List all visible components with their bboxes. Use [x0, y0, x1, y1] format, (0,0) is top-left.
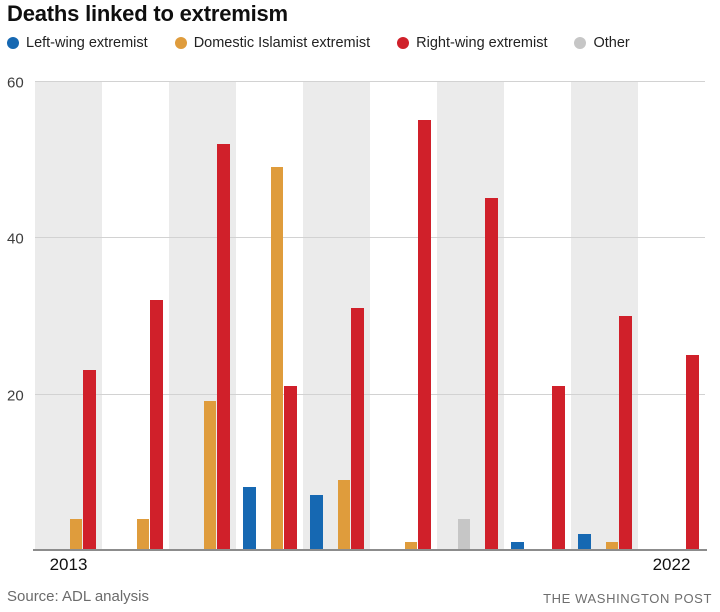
bar-2020-left-wing-extremist: [511, 542, 524, 550]
bar-2014-domestic-islamist-extremist: [136, 518, 149, 550]
gridline-40: [35, 237, 705, 239]
bar-2016-domestic-islamist-extremist: [270, 166, 283, 550]
y-tick-label-60: 60: [7, 74, 24, 92]
legend-label: Right-wing extremist: [416, 35, 548, 51]
bar-2021-left-wing-extremist: [578, 534, 591, 550]
legend-swatch-icon: [174, 37, 187, 49]
legend: Left-wing extremist Domestic Islamist ext…: [7, 34, 630, 52]
gridline-20: [35, 393, 705, 395]
bar-2017-right-wing-extremist: [351, 307, 364, 550]
legend-item-domestic-islamist-extremist: Domestic Islamist extremist: [174, 35, 371, 51]
plot-area: [35, 81, 705, 550]
bar-2015-domestic-islamist-extremist: [203, 401, 216, 550]
y-tick-label-20: 20: [7, 387, 24, 405]
bar-2015-right-wing-extremist: [217, 143, 230, 550]
bar-2018-domestic-islamist-extremist: [404, 542, 417, 550]
source-note: Source: ADL analysis: [7, 588, 150, 605]
bar-2020-right-wing-extremist: [552, 385, 565, 550]
legend-item-left-wing-extremist: Left-wing extremist: [7, 35, 148, 51]
legend-label: Left-wing extremist: [26, 35, 148, 51]
legend-label: Domestic Islamist extremist: [193, 35, 371, 51]
y-tick-label-40: 40: [7, 230, 24, 248]
bar-2021-domestic-islamist-extremist: [605, 542, 618, 550]
bar-2013-domestic-islamist-extremist: [69, 518, 82, 550]
bar-2019-right-wing-extremist: [485, 198, 498, 550]
legend-swatch-icon: [397, 37, 410, 49]
legend-item-right-wing-extremist: Right-wing extremist: [397, 35, 547, 51]
x-axis-label-first: 2013: [49, 555, 88, 574]
bar-2016-left-wing-extremist: [243, 487, 256, 550]
bar-2022-right-wing-extremist: [686, 354, 699, 550]
legend-swatch-icon: [7, 37, 19, 49]
chart-title: Deaths linked to extremism: [7, 1, 288, 26]
bar-2017-left-wing-extremist: [310, 495, 323, 550]
legend-label: Other: [593, 35, 630, 51]
publisher-credit: THE WASHINGTON POST: [543, 591, 712, 606]
legend-item-other: Other: [574, 35, 630, 51]
x-axis-label-last: 2022: [652, 555, 691, 574]
x-axis-line: [33, 549, 707, 551]
bar-2018-right-wing-extremist: [418, 120, 431, 550]
gridline-60: [35, 81, 705, 82]
bar-2014-right-wing-extremist: [150, 299, 163, 550]
bar-2016-right-wing-extremist: [284, 385, 297, 550]
legend-swatch-icon: [574, 37, 587, 49]
bar-2021-right-wing-extremist: [619, 315, 632, 550]
bar-2013-right-wing-extremist: [83, 370, 96, 550]
bar-2017-domestic-islamist-extremist: [337, 479, 350, 550]
bar-2019-other: [457, 518, 471, 550]
